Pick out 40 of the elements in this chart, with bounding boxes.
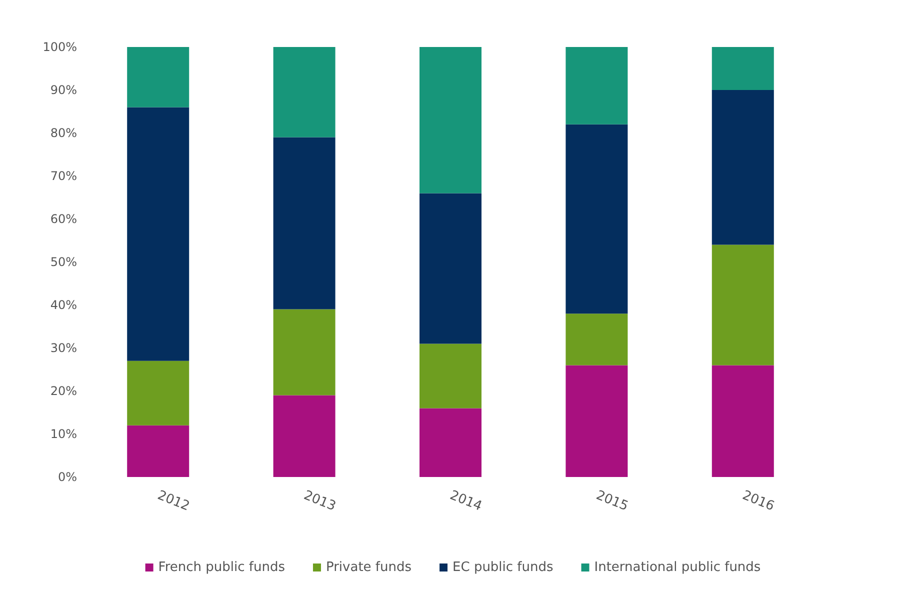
legend-label: French public funds xyxy=(158,560,286,575)
x-tick-label: 2016 xyxy=(740,488,776,514)
x-tick-label: 2013 xyxy=(301,488,338,514)
legend-label: EC public funds xyxy=(452,560,554,575)
bar xyxy=(127,360,190,426)
y-tick-label: 50% xyxy=(50,255,77,269)
bar xyxy=(127,107,190,361)
x-tick-label: 2014 xyxy=(448,488,484,514)
y-tick-label: 0% xyxy=(58,470,77,484)
bar xyxy=(712,244,774,366)
bar xyxy=(273,309,336,396)
y-tick-label: 70% xyxy=(50,169,77,183)
y-tick-label: 30% xyxy=(50,341,77,355)
bar xyxy=(273,47,336,138)
bar xyxy=(566,124,628,314)
bar xyxy=(420,408,482,477)
y-tick-label: 80% xyxy=(50,126,77,140)
y-tick-label: 20% xyxy=(50,384,77,398)
bar xyxy=(566,47,628,124)
x-tick-label: 2015 xyxy=(594,488,630,514)
legend-label: International public funds xyxy=(594,560,761,575)
bar xyxy=(712,90,774,245)
bar xyxy=(127,425,190,477)
bar xyxy=(420,193,482,344)
y-tick-label: 10% xyxy=(50,427,77,441)
y-tick-label: 40% xyxy=(50,298,77,312)
legend-label: Private funds xyxy=(326,560,412,575)
bar xyxy=(420,344,482,408)
y-tick-label: 60% xyxy=(50,212,77,226)
bar xyxy=(127,47,190,108)
bar xyxy=(273,395,336,477)
bar xyxy=(566,314,628,366)
x-tick-label: 2012 xyxy=(155,488,192,514)
bar xyxy=(712,365,774,477)
bar xyxy=(712,47,774,90)
y-tick-label: 100% xyxy=(42,40,77,54)
y-tick-label: 90% xyxy=(50,83,77,97)
bar xyxy=(420,47,482,194)
bar xyxy=(566,365,628,477)
bar xyxy=(273,137,336,310)
